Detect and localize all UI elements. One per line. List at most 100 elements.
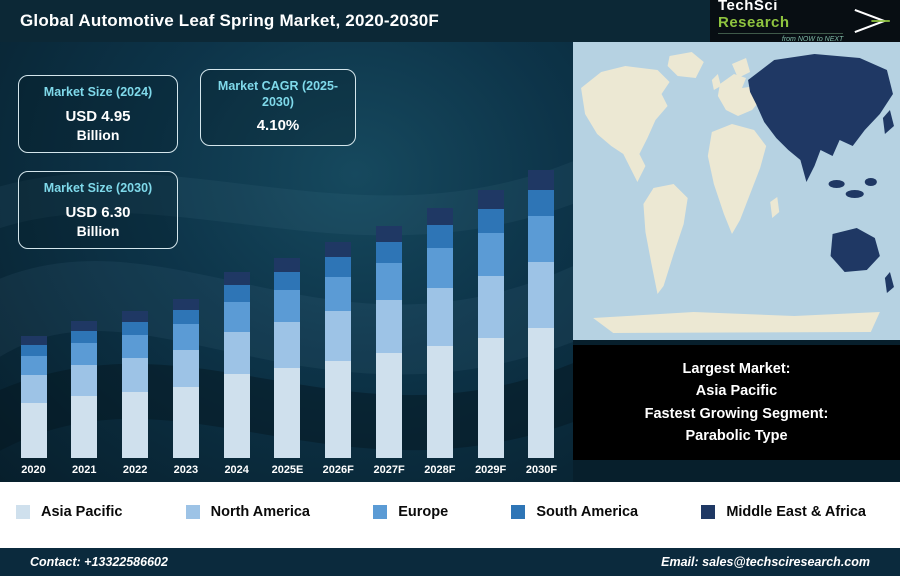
bar-segment-asia-pacific (325, 360, 352, 458)
world-map (573, 42, 900, 340)
bar-segment-south-america (426, 225, 453, 248)
bar-segment-south-america (71, 330, 98, 344)
stacked-bar (20, 336, 47, 458)
arrow-icon (854, 9, 891, 33)
bar-segment-middle-east-africa (223, 272, 250, 286)
region-australia-highlight (830, 228, 880, 272)
market-size-2030-unit: Billion (76, 222, 120, 239)
market-cagr-box: Market CAGR (2025-2030) 4.10% (200, 69, 356, 147)
techsci-logo: TechSci Research from NOW to NEXT (710, 0, 900, 44)
bar-segment-middle-east-africa (426, 207, 453, 226)
legend-label: North America (210, 504, 310, 520)
x-axis-label: 2029F (475, 464, 507, 476)
bar-segment-north-america (376, 300, 403, 354)
bar-segment-south-america (528, 190, 555, 217)
legend-item: Europe (373, 504, 448, 520)
bar-segment-europe (528, 216, 555, 263)
footer-email: Email: sales@techsciresearch.com (661, 555, 870, 569)
region-europe (717, 74, 763, 116)
market-cagr-value: 4.10% (256, 117, 300, 135)
bar-segment-europe (172, 324, 199, 350)
region-sea-islands-2 (845, 190, 864, 198)
stacked-bar (477, 190, 504, 458)
main-content: Market Size (2024) USD 4.95 Billion Mark… (0, 42, 900, 482)
x-axis-label: 2021 (72, 464, 97, 476)
footer-contact: Contact: +13322586602 (30, 555, 168, 569)
bar-column: 2029F (467, 190, 514, 476)
legend-swatch (16, 505, 30, 519)
footer: Contact: +13322586602 Email: sales@techs… (0, 542, 900, 576)
legend-swatch (185, 505, 200, 519)
bar-segment-middle-east-africa (325, 241, 352, 258)
header: Global Automotive Leaf Spring Market, 20… (0, 0, 900, 44)
legend-item: North America (185, 504, 310, 520)
region-africa (707, 124, 767, 234)
market-cagr-label: Market CAGR (2025-2030) (217, 79, 339, 109)
x-axis-label: 2023 (173, 464, 199, 476)
bar-segment-south-america (223, 285, 250, 303)
bar-segment-europe (426, 247, 453, 288)
stacked-bar (223, 272, 250, 458)
bar-segment-middle-east-africa (528, 169, 555, 191)
note-line-2: Asia Pacific (695, 383, 778, 400)
bar-column: 2023 (162, 299, 209, 476)
note-line-3: Fastest Growing Segment: (644, 405, 829, 422)
bar-segment-europe (223, 302, 250, 332)
bar-segment-south-america (20, 344, 47, 356)
note-line-1: Largest Market: (682, 360, 791, 377)
region-uk (711, 74, 721, 90)
world-map-svg (573, 42, 900, 340)
stacked-bar (274, 258, 301, 458)
legend-swatch (701, 505, 716, 519)
bar-column: 2030F (518, 169, 565, 476)
bar-segment-middle-east-africa (122, 311, 149, 322)
bar-segment-north-america (477, 275, 504, 338)
x-axis-label: 2027F (373, 464, 405, 476)
legend-swatch (511, 505, 526, 519)
x-axis-label: 2026F (322, 464, 354, 476)
bar-segment-middle-east-africa (172, 299, 199, 311)
bar-segment-north-america (20, 375, 47, 404)
logo-tagline: from NOW to NEXT (718, 33, 844, 44)
bar-segment-europe (477, 232, 504, 276)
market-size-2024-label: Market Size (2024) (43, 85, 153, 99)
bar-segment-asia-pacific (20, 403, 47, 458)
region-sea-islands-3 (864, 178, 877, 186)
bar-segment-europe (325, 276, 352, 312)
legend-label: South America (536, 504, 639, 520)
region-south-america (643, 184, 688, 294)
legend-label: Asia Pacific (41, 504, 123, 520)
bar-column: 2022 (112, 311, 159, 476)
bar-segment-middle-east-africa (477, 190, 504, 210)
legend-label: Middle East & Africa (726, 504, 866, 520)
x-axis-label: 2030F (525, 464, 558, 476)
bar-segment-north-america (426, 287, 453, 346)
bar-segment-asia-pacific (426, 345, 453, 458)
logo-brand-primary: TechSci (718, 0, 778, 15)
bar-segment-europe (122, 334, 149, 359)
bar-segment-north-america (122, 358, 149, 392)
region-antarctica (593, 312, 880, 333)
bar-segment-asia-pacific (223, 374, 250, 458)
bar-segment-north-america (528, 262, 555, 329)
bar-column: 2021 (61, 321, 108, 476)
bar-segment-south-america (477, 209, 504, 233)
stacked-bar-chart: 2020 2021 2022 2023 2024 2025E 2026F 2027F 2028F… (10, 169, 565, 476)
legend-item: South America (511, 504, 638, 520)
bar-column: 2020 (10, 336, 57, 476)
market-size-2030-label: Market Size (2030) (43, 181, 153, 195)
bar-segment-north-america (223, 331, 250, 375)
bar-column: 2025E (264, 258, 311, 476)
largest-market-note: Largest Market: Asia Pacific Fastest Gro… (573, 345, 900, 460)
market-size-2024-unit: Billion (76, 126, 120, 143)
market-size-2024-box: Market Size (2024) USD 4.95 Billion (18, 75, 178, 153)
region-greenland (667, 52, 704, 78)
stacked-bar (426, 207, 453, 458)
bar-column: 2027F (366, 225, 413, 476)
bar-segment-south-america (376, 242, 403, 264)
region-asia-highlight (748, 54, 893, 182)
stacked-bar (172, 299, 199, 458)
bar-segment-north-america (325, 311, 352, 361)
region-north-america (581, 66, 670, 182)
bar-segment-middle-east-africa (274, 258, 301, 273)
